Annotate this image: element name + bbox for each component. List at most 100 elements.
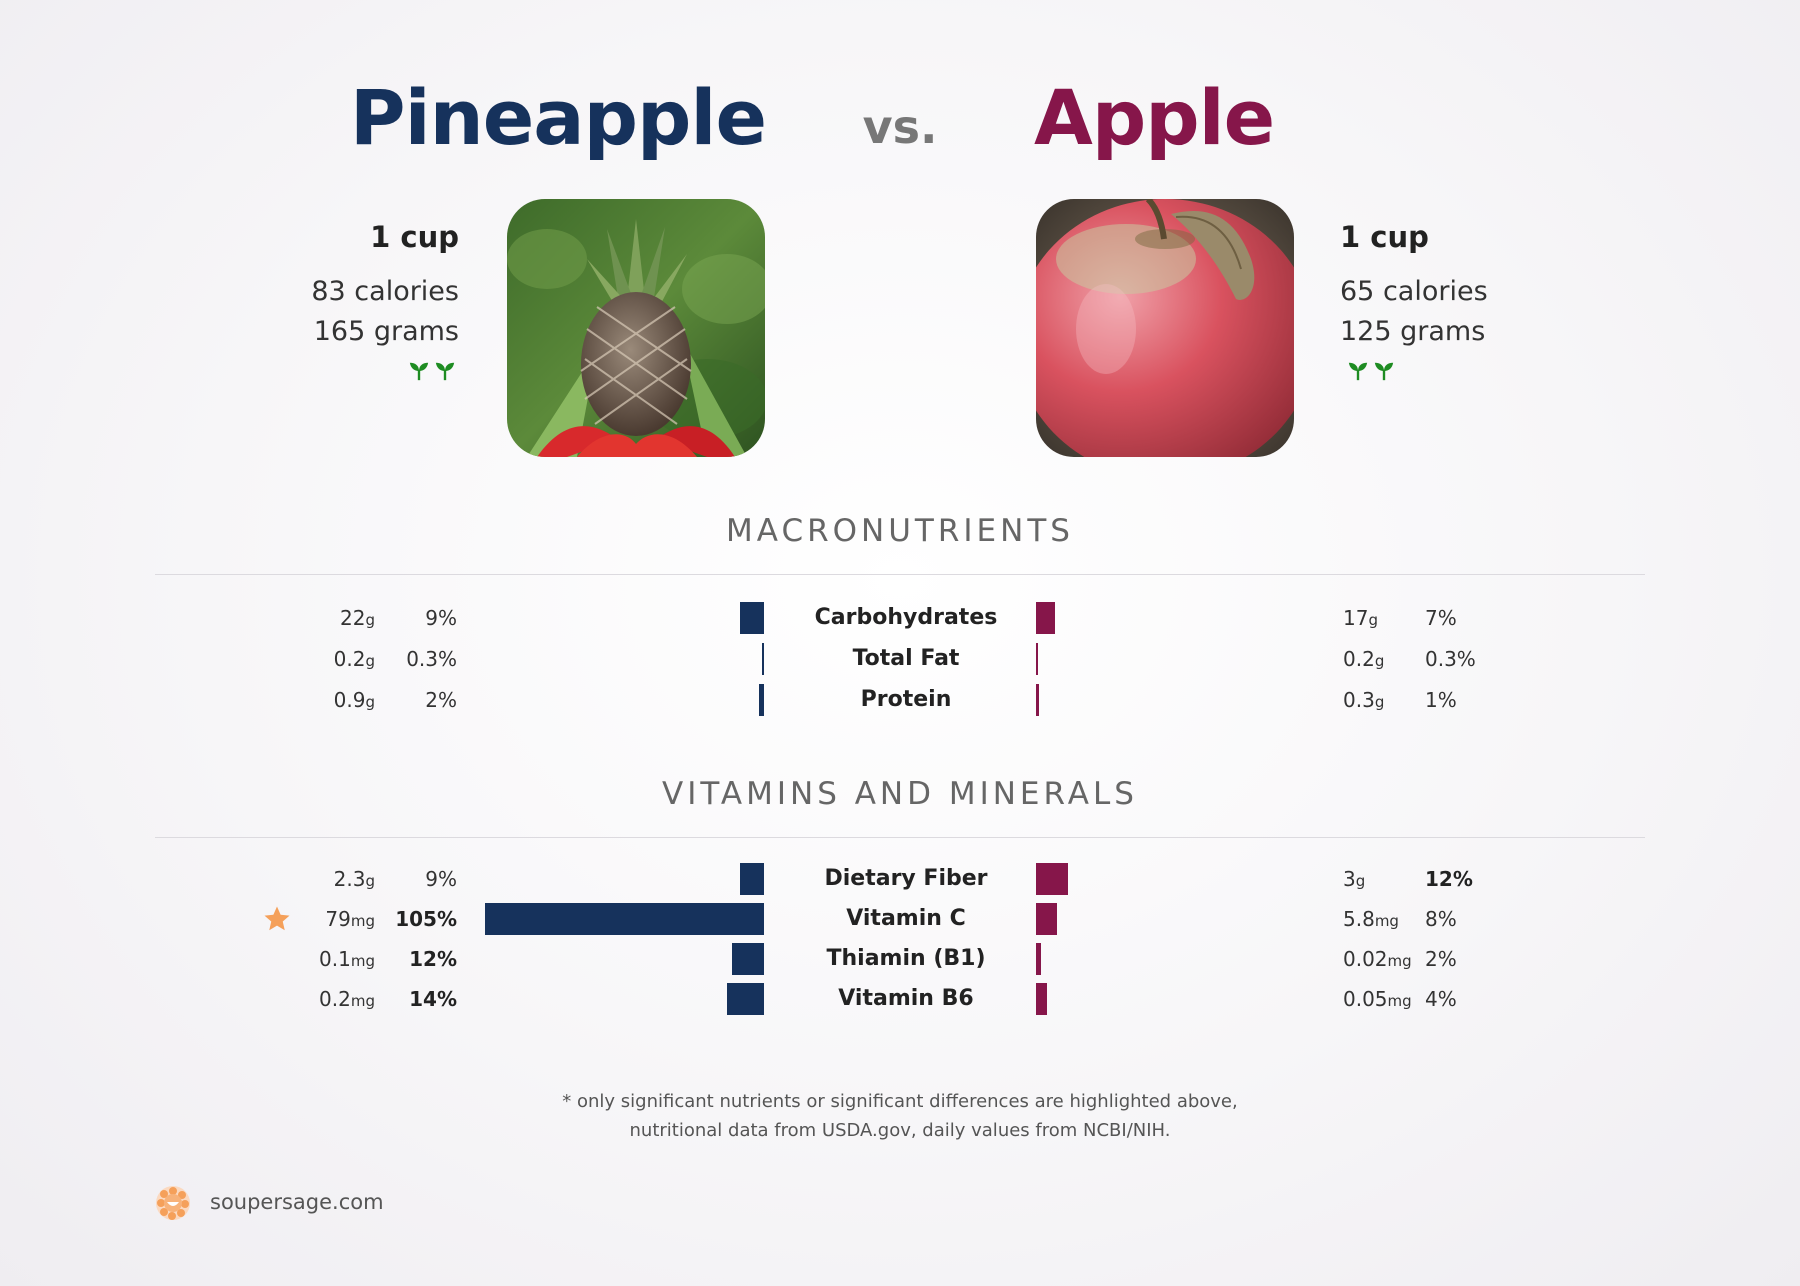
right-amount-value: 3 (1343, 867, 1356, 891)
left-amount: 0.2mg (319, 987, 375, 1011)
left-percent: 14% (409, 987, 457, 1011)
right-amount-value: 17 (1343, 606, 1369, 630)
right-percent: 12% (1425, 867, 1473, 891)
right-amount-unit: g (1374, 693, 1385, 711)
left-calories: 83 calories (311, 276, 459, 307)
left-food-title: Pineapple (349, 73, 767, 162)
left-percent: 9% (425, 867, 457, 891)
right-bar (1036, 863, 1068, 895)
nutrient-label: Protein (860, 687, 952, 712)
right-percent: 8% (1425, 907, 1457, 931)
left-amount: 0.9g (334, 688, 375, 712)
right-percent: 2% (1425, 947, 1457, 971)
right-bar (1036, 983, 1047, 1015)
right-bar (1036, 684, 1039, 716)
right-amount: 0.3g (1343, 688, 1384, 712)
macronutrients-title: MACRONUTRIENTS (726, 513, 1074, 549)
macronutrients-divider (155, 574, 1645, 575)
sprout-icon (1348, 362, 1368, 381)
left-amount: 79mg (325, 907, 375, 931)
left-percent: 0.3% (406, 647, 457, 671)
left-amount-unit: g (365, 872, 375, 890)
right-food-title: Apple (1034, 73, 1275, 162)
left-percent: 2% (425, 688, 457, 712)
sprout-icon (1374, 362, 1394, 381)
brand-link[interactable]: soupersage.com (210, 1190, 384, 1214)
left-amount-value: 79 (325, 907, 351, 931)
left-bar (758, 684, 764, 716)
left-serving: 1 cup (370, 220, 459, 254)
left-amount: 0.1mg (319, 947, 375, 971)
left-percent: 12% (409, 947, 457, 971)
right-amount-unit: g (1355, 872, 1366, 890)
right-amount: 0.2g (1343, 647, 1384, 671)
footnote-line-1: * only significant nutrients or signific… (562, 1091, 1238, 1112)
left-grams: 165 grams (313, 316, 459, 347)
left-bar (740, 863, 764, 895)
left-bar (726, 983, 764, 1015)
left-amount-value: 0.2 (319, 987, 351, 1011)
right-bar (1036, 602, 1055, 634)
footnote: * only significant nutrients or signific… (0, 1087, 1800, 1145)
left-amount: 22g (340, 606, 375, 630)
right-amount-value: 0.2 (1343, 647, 1375, 671)
right-bar (1036, 903, 1058, 935)
left-bar (740, 602, 764, 634)
right-bar (1036, 643, 1038, 675)
left-amount-value: 0.9 (333, 688, 366, 712)
right-grams: 125 grams (1340, 316, 1486, 347)
left-percent: 9% (425, 606, 457, 630)
left-amount-value: 22 (340, 606, 366, 630)
footnote-line-2: nutritional data from USDA.gov, daily va… (629, 1120, 1171, 1141)
nutrient-label: Vitamin C (846, 906, 966, 931)
left-amount-unit: g (365, 652, 375, 670)
sprout-icon (409, 362, 429, 381)
right-calories: 65 calories (1340, 276, 1488, 307)
left-amount-value: 0.2 (333, 647, 366, 671)
right-amount-value: 0.02 (1343, 947, 1388, 971)
left-amount: 2.3g (334, 867, 375, 891)
vitamins-title: VITAMINS AND MINERALS (662, 776, 1138, 812)
left-amount-value: 0.1 (319, 947, 351, 971)
left-bar (732, 943, 764, 975)
vitamins-divider (155, 837, 1645, 838)
right-serving: 1 cup (1340, 220, 1429, 254)
left-amount-unit: g (365, 693, 375, 711)
soup-logo-icon (156, 1186, 190, 1220)
brand-logo[interactable] (155, 1185, 191, 1225)
left-percent: 105% (395, 907, 457, 931)
right-amount: 3g (1343, 867, 1365, 891)
nutrient-label: Dietary Fiber (824, 866, 988, 891)
left-amount-unit: g (365, 611, 375, 629)
right-sprout-badges (1347, 360, 1395, 382)
left-bar (762, 643, 764, 675)
right-amount-value: 5.8 (1343, 907, 1375, 931)
right-amount-unit: g (1374, 652, 1385, 670)
left-amount-unit: mg (350, 992, 375, 1010)
left-amount-value: 2.3 (333, 867, 366, 891)
right-amount-value: 0.3 (1343, 688, 1375, 712)
right-percent: 7% (1425, 606, 1457, 630)
nutrient-label: Carbohydrates (814, 605, 998, 630)
right-percent: 1% (1425, 688, 1457, 712)
right-amount: 0.02mg (1343, 947, 1412, 971)
sprout-icon (435, 362, 455, 381)
right-amount-unit: g (1368, 611, 1378, 629)
nutrient-label: Vitamin B6 (838, 986, 974, 1011)
right-amount: 0.05mg (1343, 987, 1412, 1011)
left-amount: 0.2g (334, 647, 375, 671)
right-amount: 5.8mg (1343, 907, 1399, 931)
nutrient-label: Total Fat (852, 646, 960, 671)
right-percent: 4% (1425, 987, 1457, 1011)
star-icon (262, 904, 292, 938)
left-sprout-badges (408, 360, 456, 382)
right-amount-unit: mg (1387, 952, 1412, 970)
right-amount-value: 0.05 (1343, 987, 1388, 1011)
right-percent: 0.3% (1425, 647, 1476, 671)
pineapple-photo (507, 199, 765, 457)
left-amount-unit: mg (350, 912, 375, 930)
apple-photo (1036, 199, 1294, 457)
right-amount-unit: mg (1374, 912, 1399, 930)
left-amount-unit: mg (350, 952, 375, 970)
right-amount-unit: mg (1387, 992, 1412, 1010)
